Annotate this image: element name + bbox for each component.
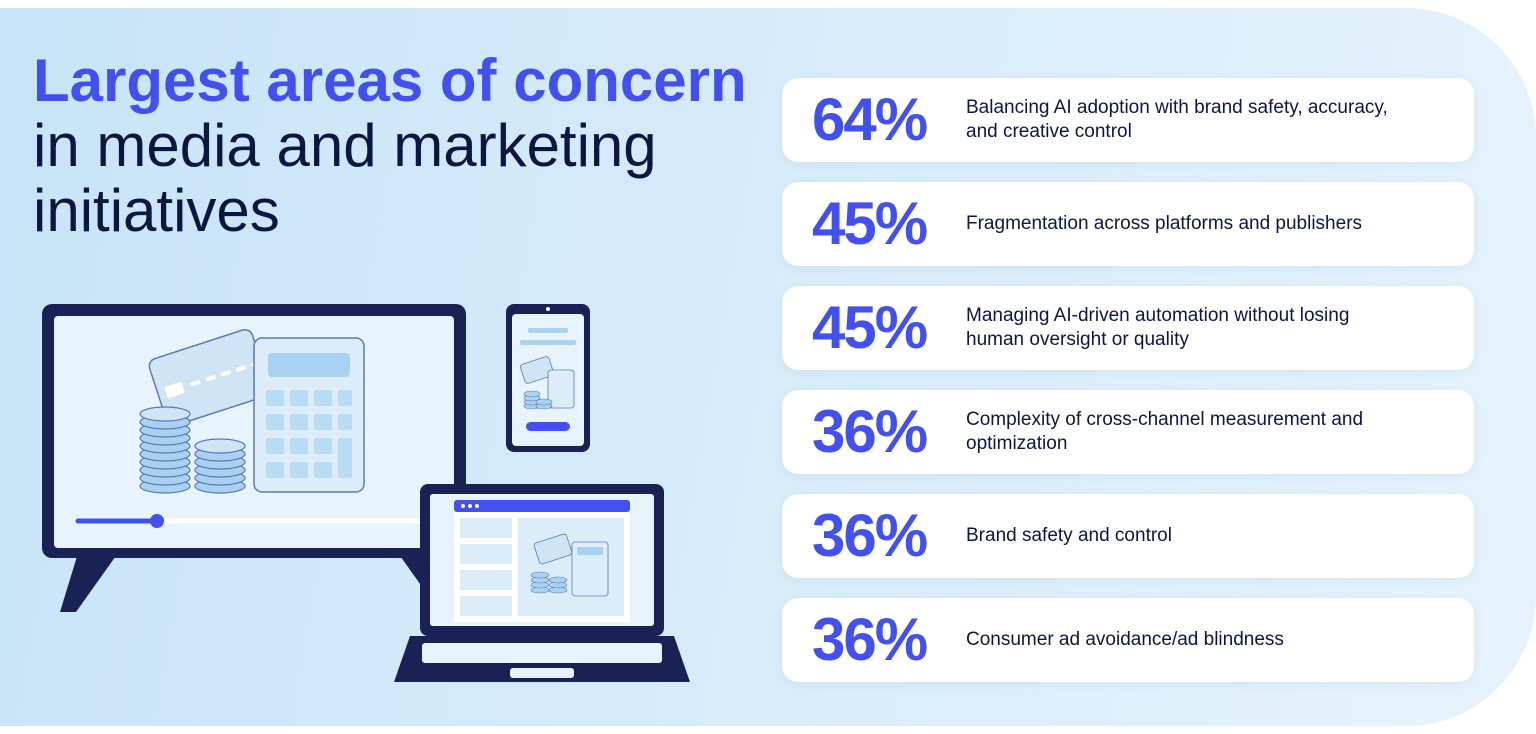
title-rest: in media and marketing initiatives bbox=[33, 112, 657, 244]
concern-percent: 36% bbox=[812, 606, 928, 673]
smartphone-icon bbox=[506, 304, 590, 452]
concern-card: 36% Consumer ad avoidance/ad blindness bbox=[782, 598, 1474, 682]
concern-text: Complexity of cross-channel measurement … bbox=[966, 409, 1364, 454]
concern-percent: 36% bbox=[812, 502, 928, 569]
coin-stack-icon bbox=[139, 406, 246, 494]
concern-text: Managing AI-driven automation without lo… bbox=[966, 305, 1350, 350]
concern-card: 45% Fragmentation across platforms and p… bbox=[782, 182, 1474, 266]
concern-card: 45% Managing AI-driven automation withou… bbox=[782, 286, 1474, 370]
concerns-list: 64% Balancing AI adoption with brand saf… bbox=[782, 78, 1474, 702]
concern-percent: 45% bbox=[812, 294, 928, 361]
page-title: Largest areas of concern in media and ma… bbox=[33, 48, 753, 243]
credit-card-icon bbox=[148, 328, 271, 427]
devices-illustration bbox=[42, 304, 690, 682]
calculator-icon bbox=[253, 337, 365, 493]
concern-text: Consumer ad avoidance/ad blindness bbox=[966, 629, 1284, 650]
concern-card: 36% Brand safety and control bbox=[782, 494, 1474, 578]
concern-percent: 45% bbox=[812, 190, 928, 257]
concern-card: 36% Complexity of cross-channel measurem… bbox=[782, 390, 1474, 474]
concern-percent: 36% bbox=[812, 398, 928, 465]
concern-text: Fragmentation across platforms and publi… bbox=[966, 213, 1363, 234]
title-highlight: Largest areas of concern bbox=[33, 47, 747, 114]
laptop-icon bbox=[394, 484, 690, 682]
concern-text: Balancing AI adoption with brand safety,… bbox=[966, 97, 1388, 142]
concern-text: Brand safety and control bbox=[966, 525, 1172, 546]
concern-card: 64% Balancing AI adoption with brand saf… bbox=[782, 78, 1474, 162]
concern-percent: 64% bbox=[812, 86, 928, 153]
infographic-panel: Largest areas of concern in media and ma… bbox=[0, 8, 1536, 726]
